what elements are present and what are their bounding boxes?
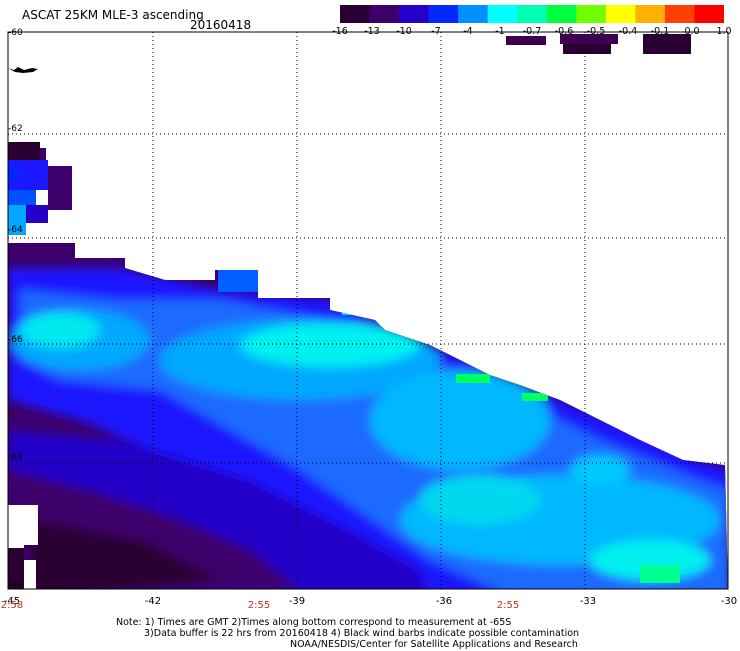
colorbar-swatch — [694, 5, 724, 23]
time-label: 2:55 — [247, 600, 271, 611]
product-title: ASCAT 25KM MLE-3 ascending — [22, 8, 204, 22]
lat-label: -60 — [8, 28, 23, 38]
lat-label: -64 — [8, 225, 23, 235]
lat-label: -70 — [8, 580, 23, 590]
map-frame — [7, 31, 729, 590]
colorbar-swatch — [664, 5, 695, 23]
lon-label: -33 — [579, 596, 597, 607]
swath-fragment-upper — [8, 142, 72, 235]
colorbar-swatch — [576, 5, 607, 23]
product-date: 20160418 — [190, 18, 252, 32]
colorbar-swatch — [517, 5, 548, 23]
lat-label: -62 — [8, 124, 23, 134]
lon-label: -36 — [435, 596, 453, 607]
data-gap — [8, 505, 38, 545]
colorbar — [340, 5, 724, 23]
colorbar-swatch — [635, 5, 666, 23]
lon-label: -45 — [3, 596, 21, 607]
note-line: 3)Data buffer is 22 hrs from 20160418 4)… — [144, 628, 580, 639]
colorbar-swatch — [369, 5, 400, 23]
lon-label: -30 — [720, 596, 738, 607]
data-gap — [24, 560, 36, 589]
colorbar-swatch — [458, 5, 489, 23]
land-outline — [8, 67, 38, 73]
barb-patch — [563, 44, 611, 54]
lon-label: -39 — [288, 596, 306, 607]
colorbar-swatch — [487, 5, 518, 23]
colorbar-swatch — [399, 5, 430, 23]
barb-patch — [560, 34, 618, 44]
colorbar-swatch — [605, 5, 636, 23]
barb-patch — [643, 34, 691, 54]
graticule — [8, 32, 728, 589]
colorbar-swatch — [428, 5, 459, 23]
lon-label: -42 — [144, 596, 162, 607]
lat-label: -66 — [8, 335, 23, 345]
swath-fragment — [8, 548, 24, 589]
colorbar-swatch — [340, 5, 371, 23]
time-label: 2:58 — [0, 600, 24, 611]
wind-swath — [8, 243, 728, 589]
time-label: 2:55 — [496, 600, 520, 611]
colorbar-swatch — [546, 5, 577, 23]
lat-label: -68 — [8, 453, 23, 463]
note-line: NOAA/NESDIS/Center for Satellite Applica… — [290, 639, 578, 650]
note-line: Note: 1) Times are GMT 2)Times along bot… — [116, 617, 512, 628]
barb-patch — [506, 36, 546, 45]
